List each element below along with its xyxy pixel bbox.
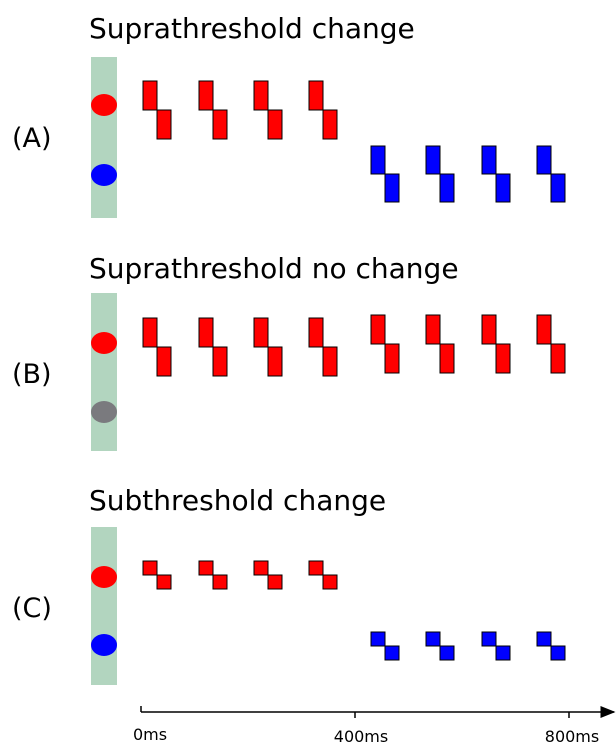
stimulus [253, 317, 269, 348]
stimulus [384, 343, 400, 374]
stimulus [267, 346, 283, 377]
stimulus [536, 314, 552, 345]
stimulus [322, 346, 338, 377]
stimulus [198, 560, 214, 576]
stimulus [481, 145, 497, 175]
stimulus [142, 560, 158, 576]
stimulus [322, 109, 338, 140]
stimulus [370, 314, 386, 345]
stimulus [308, 560, 324, 576]
stimulus [253, 560, 269, 576]
stimulus [550, 173, 566, 203]
stimulus [253, 80, 269, 111]
stimulus [212, 109, 228, 140]
stimulus [439, 173, 455, 203]
stimulus [481, 631, 497, 647]
stimulus [198, 80, 214, 111]
stimulus [536, 631, 552, 647]
stimulus [308, 80, 324, 111]
stimulus [156, 574, 172, 590]
red-dot [91, 566, 117, 588]
stimulus [142, 80, 158, 111]
stimulus [156, 346, 172, 377]
stimulus [495, 645, 511, 661]
fixation-bar [91, 527, 117, 685]
stimulus [384, 173, 400, 203]
fixation-bar [91, 57, 117, 218]
stimulus [308, 317, 324, 348]
stimulus [370, 145, 386, 175]
stimulus [267, 109, 283, 140]
stimulus [439, 343, 455, 374]
stimulus [425, 145, 441, 175]
stimulus [495, 173, 511, 203]
stimulus [212, 574, 228, 590]
stimulus [142, 317, 158, 348]
stimulus [370, 631, 386, 647]
stimulus [425, 314, 441, 345]
stimulus [536, 145, 552, 175]
panel-title: Suprathreshold no change [89, 252, 459, 285]
panel-title: Subthreshold change [89, 484, 386, 517]
stimulus [550, 343, 566, 374]
stimulus [384, 645, 400, 661]
stimulus [439, 645, 455, 661]
blue-dot [91, 164, 117, 186]
stimulus [212, 346, 228, 377]
stimulus [495, 343, 511, 374]
red-dot [91, 94, 117, 116]
panel-label: (A) [12, 123, 52, 154]
stimulus [198, 317, 214, 348]
stimulus [156, 109, 172, 140]
fixation-bar [91, 293, 117, 451]
blue-dot [91, 634, 117, 656]
stimulus [550, 645, 566, 661]
panel-label: (B) [12, 359, 52, 390]
stimulus [267, 574, 283, 590]
tick-label: 0ms [133, 725, 167, 744]
gray-dot [91, 401, 117, 423]
tick-label: 400ms [334, 727, 388, 746]
panel-title: Suprathreshold change [89, 12, 415, 45]
stimulus [322, 574, 338, 590]
red-dot [91, 332, 117, 354]
panel-label: (C) [12, 593, 52, 624]
stimulus [425, 631, 441, 647]
stimulus [481, 314, 497, 345]
tick-label: 800ms [545, 727, 599, 746]
